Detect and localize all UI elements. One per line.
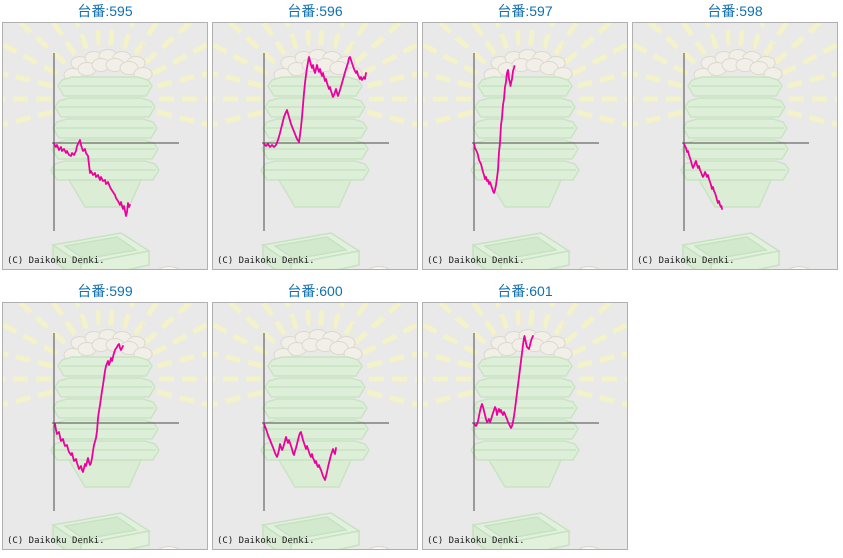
chart-panel: (C) Daikoku Denki. xyxy=(632,22,838,270)
chart-panel: (C) Daikoku Denki. xyxy=(212,302,418,550)
machine-chart-cell: 台番:595 (C) Daikoku Denki. xyxy=(0,0,210,270)
payout-line xyxy=(263,423,337,481)
machine-title-link[interactable]: 台番:600 xyxy=(287,283,343,299)
machine-title-link[interactable]: 台番:601 xyxy=(497,283,553,299)
slump-graph-svg xyxy=(213,303,417,549)
chart-panel: (C) Daikoku Denki. xyxy=(2,22,208,270)
slump-graph-svg xyxy=(423,23,627,269)
copyright-label: (C) Daikoku Denki. xyxy=(7,536,105,546)
slump-graph-svg xyxy=(633,23,837,269)
watermark-pachinko-trays xyxy=(213,303,417,549)
chart-panel: (C) Daikoku Denki. xyxy=(422,302,628,550)
machine-chart-cell: 台番:596 (C) Daikoku Denki. xyxy=(210,0,420,270)
machine-title-link[interactable]: 台番:596 xyxy=(287,3,343,19)
slump-graph-svg xyxy=(3,303,207,549)
chart-panel: (C) Daikoku Denki. xyxy=(422,22,628,270)
machine-title-link[interactable]: 台番:598 xyxy=(707,3,763,19)
machine-title-link[interactable]: 台番:599 xyxy=(77,283,133,299)
payout-line xyxy=(54,343,124,473)
copyright-label: (C) Daikoku Denki. xyxy=(637,256,735,266)
copyright-label: (C) Daikoku Denki. xyxy=(427,256,525,266)
payout-line xyxy=(473,335,534,429)
machine-chart-cell: 台番:599 (C) Daikoku Denki. xyxy=(0,280,210,550)
payout-line xyxy=(473,65,516,194)
watermark-pachinko-trays xyxy=(633,23,837,269)
watermark-pachinko-trays xyxy=(423,23,627,269)
machine-title-link[interactable]: 台番:595 xyxy=(77,3,133,19)
machine-chart-cell: 台番:598 (C) Daikoku Denki. xyxy=(630,0,840,270)
watermark-pachinko-trays xyxy=(3,23,207,269)
chart-panel: (C) Daikoku Denki. xyxy=(2,302,208,550)
payout-line xyxy=(263,56,367,148)
copyright-label: (C) Daikoku Denki. xyxy=(217,256,315,266)
machine-title-link[interactable]: 台番:597 xyxy=(497,3,553,19)
machine-chart-cell: 台番:601 (C) Daikoku Denki. xyxy=(420,280,630,550)
payout-line xyxy=(683,143,723,210)
slump-graph-svg xyxy=(213,23,417,269)
watermark-pachinko-trays xyxy=(3,303,207,549)
slump-graph-svg xyxy=(3,23,207,269)
copyright-label: (C) Daikoku Denki. xyxy=(217,536,315,546)
copyright-label: (C) Daikoku Denki. xyxy=(427,536,525,546)
chart-panel: (C) Daikoku Denki. xyxy=(212,22,418,270)
payout-line xyxy=(53,139,131,217)
machine-chart-cell: 台番:600 (C) Daikoku Denki. xyxy=(210,280,420,550)
watermark-pachinko-trays xyxy=(213,23,417,269)
copyright-label: (C) Daikoku Denki. xyxy=(7,256,105,266)
slump-graph-svg xyxy=(423,303,627,549)
machine-chart-cell: 台番:597 (C) Daikoku Denki. xyxy=(420,0,630,270)
